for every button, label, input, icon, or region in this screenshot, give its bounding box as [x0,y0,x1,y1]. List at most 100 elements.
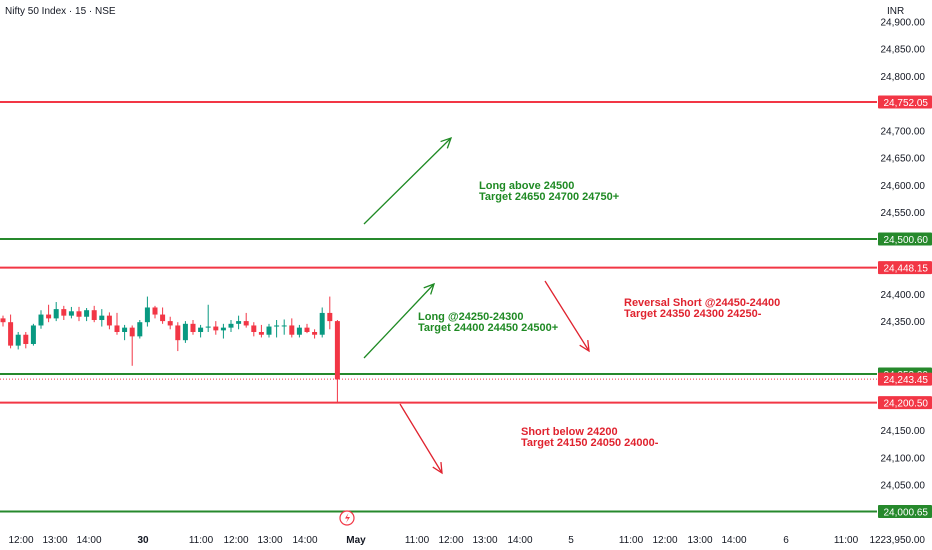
candle-body [167,321,173,326]
annotation-line: Long above 24500 [479,180,574,192]
candle-body [129,327,135,337]
candle-body [251,325,257,332]
candle [84,308,90,322]
candle-body [266,326,272,335]
horizontal-levels [0,100,877,513]
candle [175,322,181,352]
level-price-tag: 24,448.15 [878,261,932,274]
level-price-tag: 24,200.50 [878,396,932,409]
candle-body [281,325,287,327]
candle [198,324,204,338]
x-tick-label: 11:00 [189,535,214,546]
candle [243,312,249,328]
candle-body [334,321,340,380]
y-tick-label: 24,150.00 [881,426,926,437]
arrow-shaft [544,280,590,352]
candle [76,306,82,322]
candle [99,309,105,327]
candle [266,323,272,338]
annotation-line: Target 24150 24050 24000- [521,437,659,449]
price-tag-text: 24,752.05 [884,98,929,109]
candle-body [327,312,333,322]
y-tick-label: 24,850.00 [881,45,926,56]
event-marker-icon[interactable] [339,510,355,526]
level-price-tag: 24,752.05 [878,95,932,109]
price-tag-bg [878,95,932,109]
price-labels: 24,752.0524,500.6024,448.1524,253.0024,2… [878,95,932,518]
currency-label[interactable]: INR [887,6,905,17]
candle-body [160,314,166,322]
y-tick-label: 24,800.00 [881,72,926,83]
candle [228,320,234,332]
candle-body [30,325,36,344]
axes: 24,900.00 24,850.00 24,800.00 24,700.00 24,6… [8,0,932,550]
candle [106,312,112,330]
candle-body [152,307,158,315]
candle-body [61,309,67,316]
arrow-long-above [363,136,453,225]
x-tick-label: 11:00 [834,535,859,546]
arrow-shaft [363,137,452,225]
candle-body [122,327,128,332]
candle [53,302,59,322]
candle [289,318,295,338]
x-tick-label: 11:00 [619,535,644,546]
candle [327,296,333,330]
y-tick-label: 24,900.00 [881,17,926,28]
candle [46,304,52,323]
candle [15,332,21,350]
candle [258,324,264,338]
candle [236,315,242,330]
candle [91,305,97,323]
candle-body [23,334,29,344]
candle [30,323,36,346]
y-tick-label: 23,950.00 [881,535,926,546]
price-tag-text: 24,200.50 [884,398,929,409]
trend-arrows [363,136,590,475]
candle [312,329,318,339]
candle-body [236,321,242,324]
price-tag-bg [878,232,932,246]
x-tick-label: 12:00 [223,535,248,546]
candle-body [289,325,295,335]
candle [8,314,14,349]
arrow-shaft [363,283,435,359]
candle [274,320,280,338]
price-tag-text: 24,243.45 [884,375,929,386]
candle-body [319,312,325,335]
candle [137,320,143,339]
candle [205,304,211,332]
x-tick-label: 14:00 [721,535,746,546]
candle-body [99,315,105,321]
candle [114,312,120,335]
x-tick-label: 12:00 [438,535,463,546]
arrow-long-range [363,282,436,359]
candle-body [68,311,74,316]
x-tick-label: May [346,535,366,546]
price-tag-bg [878,504,932,518]
candlesticks [0,296,340,403]
candle [190,320,196,335]
candle [251,322,257,337]
annotation-line: Target 24400 24450 24500+ [418,322,558,334]
lightning-icon [345,513,350,523]
candle-body [182,323,188,341]
candle-body [205,326,211,328]
x-tick-label: 30 [137,535,149,546]
arrow-reversal-short [544,280,590,353]
x-tick-label: 14:00 [292,535,317,546]
candle [122,324,128,341]
x-tick-label: 6 [783,535,789,546]
x-tick-label: 13:00 [687,535,712,546]
price-tag-text: 24,500.60 [884,235,929,246]
candle [68,306,74,319]
candle-body [175,325,181,341]
x-tick-label: 12:00 [8,535,33,546]
candle-body [274,325,280,327]
x-tick-label: 13:00 [472,535,497,546]
candle-body [296,327,302,335]
candle [182,321,188,343]
candle-body [228,323,234,328]
candle [167,316,173,330]
